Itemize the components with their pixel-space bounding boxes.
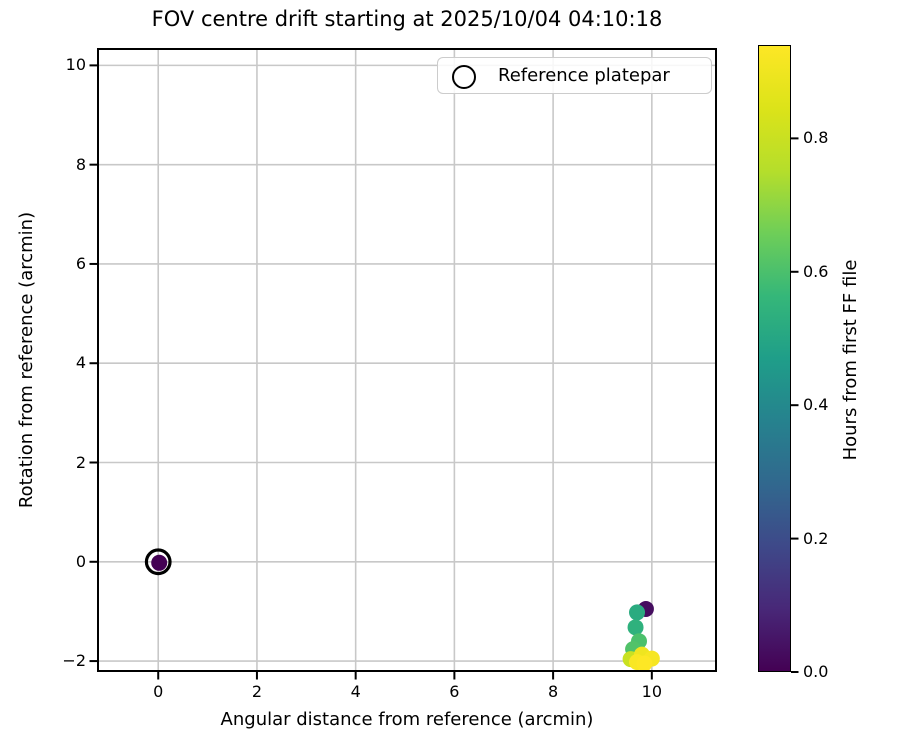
x-tick-label: 8: [548, 682, 559, 701]
legend-label: Reference platepar: [498, 65, 670, 86]
plot-spines: [97, 48, 717, 672]
plot-title: FOV centre drift starting at 2025/10/04 …: [151, 7, 663, 31]
colorbar-tick-label: 0.4: [803, 395, 829, 415]
x-tick-label: 10: [641, 682, 663, 701]
legend: Reference platepar: [437, 57, 712, 94]
colorbar-tick-label: 0.6: [803, 261, 829, 281]
y-tick-label: 4: [75, 353, 86, 373]
colorbar-tick-label: 0.8: [803, 128, 829, 148]
y-tick-label: 8: [75, 154, 86, 174]
y-tick-label: 6: [75, 253, 86, 273]
reference-platepar-marker-icon: [452, 65, 476, 89]
x-axis-label: Angular distance from reference (arcmin): [220, 709, 594, 730]
colorbar-tick-label: 0.0: [803, 662, 829, 681]
y-axis-label: Rotation from reference (arcmin): [16, 211, 37, 509]
colorbar-label: Hours from first FF file: [840, 259, 861, 461]
y-tick-label: 2: [75, 452, 86, 472]
x-tick-label: 4: [350, 682, 361, 701]
x-tick-label: 2: [251, 682, 263, 701]
colorbar-tick-label: 0.2: [803, 528, 829, 548]
y-tick-label: 0: [75, 551, 86, 571]
colorbar: [758, 45, 791, 672]
y-tick-label: −2: [62, 651, 86, 671]
scatter-point: [151, 554, 168, 571]
reference-platepar-ring: [144, 548, 172, 576]
scatter-point: [629, 604, 646, 621]
y-tick-label: 10: [65, 55, 86, 75]
x-tick-label: 0: [153, 682, 164, 701]
scatter-point: [636, 655, 653, 672]
scatter-point: [627, 619, 644, 636]
x-tick-label: 6: [449, 682, 460, 701]
